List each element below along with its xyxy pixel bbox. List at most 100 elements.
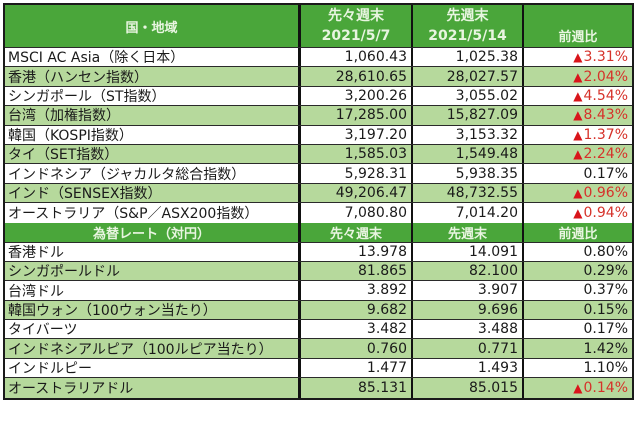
row-change: 0.17% [524,320,632,338]
fx-body: 香港ドル 13.978 14.091 0.80% シンガポールドル 81.865 82.10… [5,242,632,398]
row-prev-value: 15,827.09 [413,106,524,125]
row-change-value: 1.10% [583,360,628,377]
down-triangle-icon: ▲ [573,69,583,84]
row-prev2-value: 1,585.03 [301,144,413,164]
row-name: 台湾（加権指数） [5,106,301,125]
fx-header-prev2: 先々週末 [301,222,413,242]
fx-header-row: 為替レート（対円） 先々週末 先週末 前週比 [5,222,632,243]
down-triangle-icon: ▲ [573,147,583,162]
row-change: 0.37% [524,281,632,299]
row-prev2-value: 1.477 [301,358,413,378]
header-prev2-date: 2021/5/7 [321,28,391,44]
row-change-value: 0.15% [583,301,628,318]
fx-row: インドルピー 1.477 1.493 1.10% [5,358,632,379]
row-change-value: 0.17% [583,165,628,182]
row-name: インドルピー [5,358,301,378]
row-prev2-value: 5,928.31 [301,164,413,183]
row-change: 0.17% [524,164,632,182]
row-name: タイバーツ [5,320,301,339]
fx-row: オーストラリアドル 85.131 85.015 ▲ 0.14% [5,378,632,398]
index-row: 韓国（KOSPI指数） 3,197.20 3,153.32 ▲ 1.37% [5,125,632,145]
index-row: オーストラリア（S&P／ASX200指数） 7,080.80 7,014.20 ▲ 0.… [5,203,632,223]
down-triangle-icon: ▲ [573,380,583,395]
row-change-value: 8.43% [583,107,628,124]
row-name: シンガポールドル [5,261,301,281]
row-change-value: 2.04% [583,68,628,85]
row-change-value: 0.94% [583,204,628,221]
row-change-value: 0.80% [583,243,628,260]
row-prev2-value: 3.482 [301,320,413,339]
index-row: インド（SENSEX指数） 49,206.47 48,732.55 ▲ 0.96% [5,183,632,204]
row-change-value: 1.37% [583,126,628,143]
row-name: オーストラリアドル [5,378,301,398]
row-change: 1.10% [524,359,632,377]
fx-row: タイバーツ 3.482 3.488 0.17% [5,320,632,340]
down-triangle-icon: ▲ [573,50,583,65]
fx-header-region: 為替レート（対円） [5,222,301,242]
fx-row: 台湾ドル 3.892 3.907 0.37% [5,281,632,301]
down-triangle-icon: ▲ [573,127,583,142]
row-prev2-value: 3,197.20 [301,125,413,144]
row-prev2-value: 0.760 [301,339,413,358]
fx-row: 韓国ウォン（100ウォン当たり） 9.682 9.696 0.15% [5,300,632,321]
row-prev2-value: 17,285.00 [301,106,413,125]
down-triangle-icon: ▲ [573,185,583,200]
indices-body: MSCI AC Asia（除く日本） 1,060.43 1,025.38 ▲ 3.31%… [5,48,632,223]
row-change-value: 0.29% [583,263,628,280]
row-change: ▲ 0.14% [524,378,632,397]
header-prev-label: 先週末 [446,8,489,24]
row-change: ▲ 4.54% [524,87,632,105]
fx-row: 香港ドル 13.978 14.091 0.80% [5,242,632,262]
fx-header-prev: 先週末 [413,222,524,242]
row-name: 韓国ウォン（100ウォン当たり） [5,300,301,320]
header-region: 国・地域 [5,5,301,47]
row-change-value: 0.17% [583,321,628,338]
down-triangle-icon: ▲ [573,88,583,103]
row-prev-value: 48,732.55 [413,183,524,203]
row-prev-value: 0.771 [413,339,524,358]
row-name: MSCI AC Asia（除く日本） [5,48,301,67]
row-change: ▲ 0.96% [524,184,632,202]
header-prev2: 先々週末 2021/5/7 [301,5,413,47]
row-name: 台湾ドル [5,281,301,300]
row-prev-value: 85.015 [413,378,524,398]
row-prev2-value: 3,200.26 [301,86,413,106]
row-prev2-value: 13.978 [301,242,413,261]
row-change: ▲ 8.43% [524,106,632,124]
index-row: MSCI AC Asia（除く日本） 1,060.43 1,025.38 ▲ 3.31% [5,48,632,68]
row-change: ▲ 2.24% [524,145,632,163]
fx-row: インドネシアルピア（100ルピア当たり） 0.760 0.771 1.42% [5,339,632,359]
row-name: オーストラリア（S&P／ASX200指数） [5,203,301,223]
row-prev-value: 1.493 [413,358,524,378]
row-prev-value: 3,055.02 [413,86,524,106]
header-prev-date: 2021/5/14 [428,28,507,44]
row-prev2-value: 3.892 [301,281,413,300]
index-row: タイ（SET指数） 1,585.03 1,549.48 ▲ 2.24% [5,144,632,165]
row-prev-value: 9.696 [413,300,524,320]
header-prev2-label: 先々週末 [328,8,384,24]
row-change: ▲ 3.31% [524,48,632,66]
header-prev: 先週末 2021/5/14 [413,5,524,47]
fx-header-change: 前週比 [558,226,598,242]
row-name: 韓国（KOSPI指数） [5,125,301,144]
row-name: タイ（SET指数） [5,144,301,164]
row-name: シンガポール（ST指数） [5,86,301,106]
index-row: 香港（ハンセン指数） 28,610.65 28,027.57 ▲ 2.04% [5,67,632,87]
row-prev-value: 3.907 [413,281,524,300]
row-change-value: 0.37% [583,282,628,299]
row-name: 香港（ハンセン指数） [5,67,301,86]
row-prev2-value: 9.682 [301,300,413,320]
row-prev-value: 5,938.35 [413,164,524,183]
index-row: シンガポール（ST指数） 3,200.26 3,055.02 ▲ 4.54% [5,86,632,107]
row-prev-value: 14.091 [413,242,524,261]
row-name: 香港ドル [5,242,301,261]
row-change: 0.29% [524,262,632,280]
row-prev2-value: 7,080.80 [301,203,413,223]
row-change-value: 0.14% [583,379,628,396]
row-change: ▲ 0.94% [524,203,632,222]
row-change-value: 2.24% [583,146,628,163]
index-row: 台湾（加権指数） 17,285.00 15,827.09 ▲ 8.43% [5,106,632,126]
row-prev-value: 1,549.48 [413,144,524,164]
row-change-value: 4.54% [583,87,628,104]
row-prev2-value: 85.131 [301,378,413,398]
